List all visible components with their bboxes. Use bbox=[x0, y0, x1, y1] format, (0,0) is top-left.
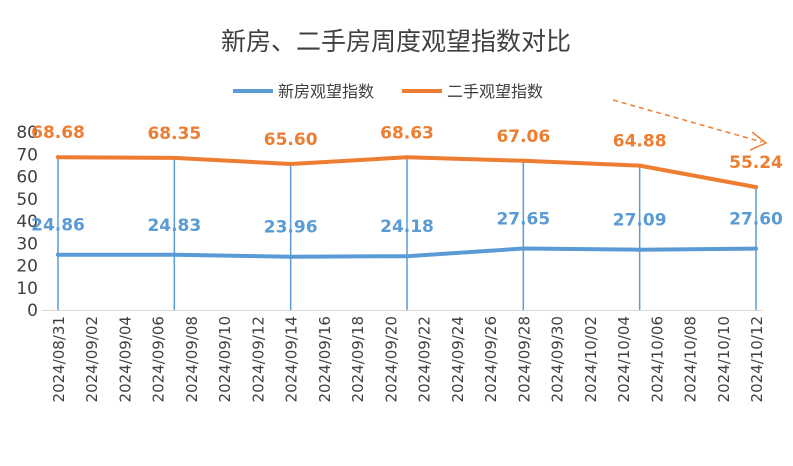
data-label-1-4: 67.06 bbox=[496, 127, 550, 147]
data-point-0-5 bbox=[637, 247, 642, 252]
y-tick-label-6: 60 bbox=[16, 168, 38, 188]
trend-arrow-annotation bbox=[612, 99, 768, 151]
x-tick-label-18: 2024/10/06 bbox=[648, 316, 666, 402]
x-tick-label-13: 2024/09/26 bbox=[482, 316, 500, 402]
data-label-0-0: 24.86 bbox=[31, 216, 85, 236]
data-label-0-1: 24.83 bbox=[147, 216, 201, 236]
x-tick-label-6: 2024/09/12 bbox=[249, 316, 267, 402]
data-point-0-1 bbox=[172, 252, 177, 257]
y-tick-label-3: 30 bbox=[16, 234, 38, 254]
x-tick-label-4: 2024/09/08 bbox=[183, 316, 201, 402]
y-tick-label-1: 10 bbox=[16, 279, 38, 299]
x-axis: 2024/08/31 2024/09/02 2024/09/04 2024/09/06… bbox=[50, 316, 766, 402]
y-tick-label-4: 40 bbox=[16, 212, 38, 232]
data-label-1-1: 68.35 bbox=[147, 124, 201, 144]
legend-label-old: 二手观望指数 bbox=[447, 82, 543, 101]
data-point-1-4 bbox=[521, 158, 526, 163]
data-point-1-0 bbox=[56, 155, 60, 160]
data-label-0-5: 27.09 bbox=[613, 211, 667, 231]
data-point-0-0 bbox=[56, 252, 60, 257]
data-point-0-2 bbox=[288, 254, 293, 259]
x-tick-label-21: 2024/10/12 bbox=[748, 316, 766, 402]
legend-label-new: 新房观望指数 bbox=[278, 82, 374, 101]
data-label-0-2: 23.96 bbox=[264, 218, 318, 238]
y-tick-label-2: 20 bbox=[16, 257, 38, 277]
x-tick-label-1: 2024/09/02 bbox=[83, 316, 101, 402]
data-label-1-2: 65.60 bbox=[264, 130, 318, 150]
data-label-0-3: 24.18 bbox=[380, 217, 434, 237]
data-label-1-0: 68.68 bbox=[31, 123, 85, 143]
data-labels: 24.86 24.83 23.96 24.18 27.65 27.09 27.60 68.68… bbox=[31, 123, 783, 238]
x-tick-label-11: 2024/09/22 bbox=[416, 316, 434, 402]
x-tick-label-16: 2024/10/02 bbox=[582, 316, 600, 402]
y-tick-label-7: 70 bbox=[16, 145, 38, 165]
y-tick-label-5: 50 bbox=[16, 190, 38, 210]
x-tick-label-10: 2024/09/20 bbox=[382, 316, 400, 402]
y-tick-label-8: 80 bbox=[16, 123, 38, 143]
x-tick-label-5: 2024/09/10 bbox=[216, 316, 234, 402]
data-point-1-5 bbox=[637, 163, 642, 168]
data-point-1-6 bbox=[754, 185, 758, 190]
x-tick-label-3: 2024/09/06 bbox=[150, 316, 168, 402]
data-point-1-3 bbox=[405, 155, 409, 160]
data-label-0-6: 27.60 bbox=[729, 210, 783, 230]
x-tick-label-7: 2024/09/14 bbox=[283, 316, 301, 402]
data-label-1-5: 64.88 bbox=[613, 132, 667, 152]
x-tick-label-14: 2024/09/28 bbox=[515, 316, 533, 402]
x-tick-label-19: 2024/10/08 bbox=[682, 316, 700, 402]
data-label-1-3: 68.63 bbox=[380, 123, 434, 143]
x-tick-label-0: 2024/08/31 bbox=[50, 316, 68, 402]
data-point-0-3 bbox=[405, 254, 409, 259]
data-label-1-6: 55.24 bbox=[729, 153, 783, 173]
data-point-1-1 bbox=[172, 155, 177, 160]
data-label-0-4: 27.65 bbox=[496, 209, 550, 229]
x-tick-label-17: 2024/10/04 bbox=[615, 316, 633, 402]
x-tick-label-2: 2024/09/04 bbox=[116, 316, 134, 402]
chart-title: 新房、二手房周度观望指数对比 bbox=[221, 27, 571, 56]
x-tick-label-8: 2024/09/16 bbox=[316, 316, 334, 402]
x-tick-label-12: 2024/09/24 bbox=[449, 316, 467, 402]
y-tick-label-0: 0 bbox=[27, 301, 38, 321]
data-point-1-2 bbox=[288, 162, 293, 167]
x-tick-label-15: 2024/09/30 bbox=[549, 316, 567, 402]
legend: 新房观望指数 二手观望指数 bbox=[233, 82, 543, 101]
data-point-0-6 bbox=[754, 246, 758, 251]
data-point-0-4 bbox=[521, 246, 526, 251]
plot-area bbox=[56, 155, 758, 259]
x-tick-label-9: 2024/09/18 bbox=[349, 316, 367, 402]
x-tick-label-20: 2024/10/10 bbox=[715, 316, 733, 402]
